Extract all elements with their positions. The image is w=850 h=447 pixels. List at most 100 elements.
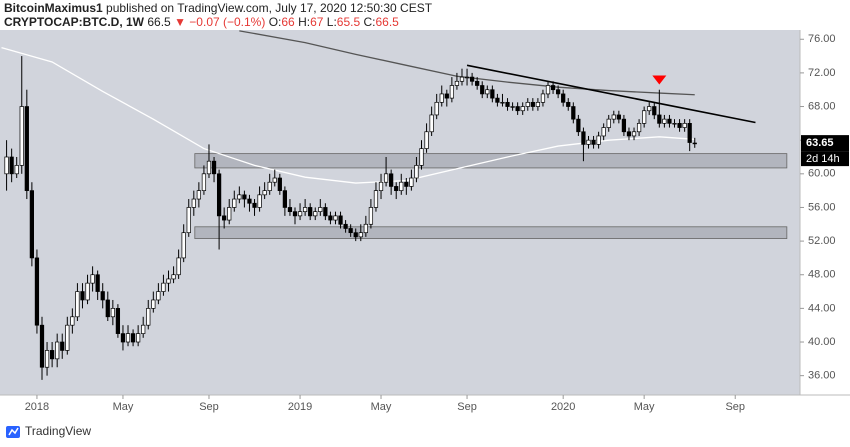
- candle-body: [404, 181, 409, 187]
- candle-body: [505, 101, 510, 107]
- moving-average: [239, 30, 695, 96]
- candle-body: [591, 139, 596, 145]
- candle-body: [328, 215, 333, 221]
- candle-body: [525, 101, 530, 107]
- candle-body: [414, 165, 419, 179]
- candle-body: [429, 114, 434, 133]
- l-value: 65.5: [337, 15, 361, 29]
- candle-body: [454, 80, 460, 86]
- candle-body: [166, 278, 171, 284]
- candle-body: [191, 198, 196, 208]
- candle-body: [378, 181, 384, 191]
- y-tick-label: 40.00: [808, 336, 836, 348]
- candle-body: [581, 131, 586, 145]
- candle-body: [196, 190, 201, 200]
- candle-body: [561, 93, 566, 103]
- candle-body: [80, 291, 85, 301]
- h-value: 67: [310, 15, 324, 29]
- candle-body: [419, 148, 424, 166]
- y-tick-label: 60.00: [808, 168, 836, 180]
- candle-body: [464, 76, 470, 79]
- c-label: C:: [364, 15, 376, 29]
- candle-body: [469, 76, 475, 82]
- published: published on TradingView.com, July 17, 2…: [106, 1, 433, 15]
- candle-body: [459, 76, 465, 82]
- marker-arrow: [652, 75, 667, 85]
- candle-body: [222, 215, 227, 221]
- candle-body: [232, 198, 237, 208]
- x-tick-label: Sep: [725, 401, 745, 413]
- y-tick-label: 56.00: [808, 201, 836, 213]
- candle-body: [100, 291, 105, 301]
- candle-body: [156, 291, 161, 301]
- candle-body: [520, 106, 525, 112]
- candle-body: [490, 89, 495, 99]
- candle-body: [323, 207, 328, 217]
- candle-body: [318, 207, 323, 213]
- candle-body: [480, 85, 485, 95]
- candle-body: [621, 118, 627, 133]
- candle-body: [34, 257, 40, 326]
- candle-body: [586, 139, 591, 145]
- candle-body: [211, 160, 217, 175]
- candle-body: [566, 101, 571, 107]
- candle-body: [277, 177, 282, 191]
- candle-body: [95, 274, 100, 292]
- candle-body: [44, 350, 50, 368]
- candle-body: [136, 333, 141, 343]
- candle-body: [677, 123, 682, 128]
- x-tick-label: 2018: [25, 401, 49, 413]
- candle-body: [550, 85, 556, 91]
- y-tick-label: 72.00: [808, 67, 836, 79]
- candle-body: [606, 118, 611, 128]
- candle-body: [611, 114, 616, 120]
- candle-body: [70, 316, 75, 326]
- candle-body: [39, 324, 45, 368]
- x-tick-label: Sep: [199, 401, 219, 413]
- candle-body: [444, 93, 449, 99]
- candle-body: [657, 114, 662, 124]
- candle-body: [4, 156, 9, 175]
- candle-body: [389, 173, 394, 187]
- candle-body: [181, 232, 186, 259]
- candle-body: [530, 101, 535, 107]
- candle-body: [485, 89, 490, 95]
- candle-body: [500, 101, 505, 104]
- price-label: 63.65: [806, 137, 834, 149]
- candle-body: [60, 341, 65, 351]
- candle-body: [292, 211, 298, 217]
- candle-body: [353, 232, 358, 238]
- candle-body: [287, 207, 293, 213]
- plot: [1, 30, 788, 380]
- candle-body: [540, 93, 546, 103]
- candle-body: [642, 110, 647, 124]
- x-tick-label: Sep: [457, 401, 477, 413]
- candle-body: [85, 282, 90, 301]
- zone: [194, 226, 788, 239]
- plot-background: [0, 30, 800, 395]
- candle-body: [571, 106, 576, 120]
- candle-body: [409, 177, 414, 187]
- candle-body: [626, 131, 632, 137]
- countdown-box: [801, 151, 849, 167]
- candle-body: [186, 207, 191, 234]
- x-tick-label: May: [371, 401, 392, 413]
- candle-body: [247, 198, 252, 204]
- candle-body: [576, 118, 581, 133]
- author-name: BitcoinMaximus1: [4, 1, 103, 15]
- candle-body: [495, 97, 500, 103]
- candle-body: [24, 106, 29, 191]
- down-arrow: ▼: [174, 15, 186, 29]
- candle-body: [358, 232, 363, 238]
- candle-body: [313, 211, 318, 217]
- candle-body: [394, 186, 399, 191]
- y-tick-label: 36.00: [808, 370, 836, 382]
- candle-body: [303, 207, 308, 213]
- candle-body: [297, 211, 303, 217]
- candle-body: [201, 173, 207, 191]
- candle-body: [75, 291, 80, 318]
- candle-body: [216, 173, 222, 217]
- candle-body: [343, 223, 348, 229]
- author: BitcoinMaximus1 published on TradingView…: [4, 1, 433, 15]
